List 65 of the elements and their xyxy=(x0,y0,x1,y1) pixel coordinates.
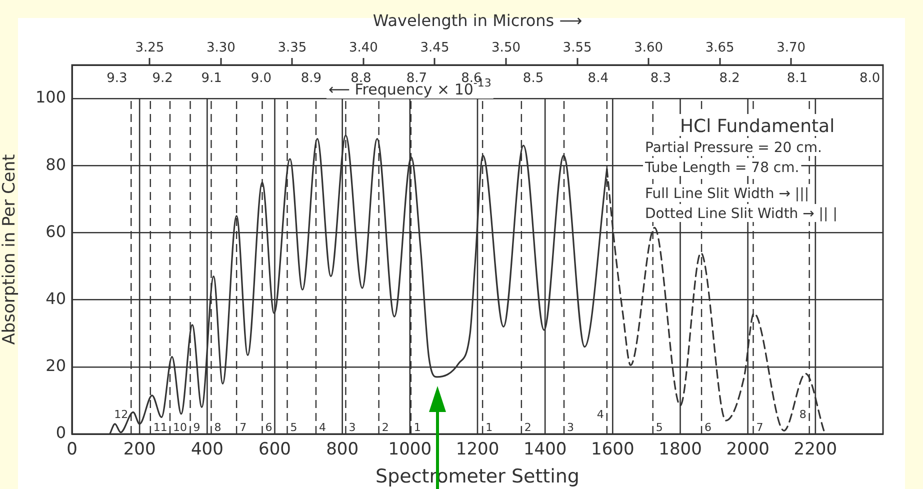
annotation: 3 xyxy=(567,421,574,434)
x2-tick-label: 3.45 xyxy=(420,40,450,56)
x-tick-label: 1400 xyxy=(523,440,567,460)
x-tick-label: 200 xyxy=(123,440,156,460)
y-axis-title: Absorption in Per Cent xyxy=(0,154,20,345)
annotation: 8.4 xyxy=(588,71,608,86)
annotation: 8.9 xyxy=(300,71,322,86)
x2-tick-label: 3.70 xyxy=(776,40,806,56)
annotation: 11 xyxy=(153,421,168,434)
annotation: 9.0 xyxy=(250,71,272,86)
annotation: 9.3 xyxy=(106,71,128,86)
x-tick-label: 1000 xyxy=(388,440,432,460)
annotation: 6 xyxy=(704,421,712,434)
annotation: 8.1 xyxy=(786,71,808,86)
annotation: 8.5 xyxy=(522,71,544,86)
annotation: 7 xyxy=(240,421,247,434)
annotation: 8.3 xyxy=(650,71,671,86)
annotation: Full Line Slit Width → ||| xyxy=(645,186,810,202)
x2-tick-label: 3.35 xyxy=(278,40,307,56)
annotation: 6 xyxy=(265,421,272,434)
annotation: 8.2 xyxy=(719,71,740,86)
x2-tick-label: 3.55 xyxy=(562,40,592,56)
x2-tick-label: 3.65 xyxy=(705,40,734,56)
x-tick-label: 400 xyxy=(190,440,224,460)
annotation: 9.2 xyxy=(152,71,173,86)
annotation: 8.0 xyxy=(859,71,880,86)
x2-tick-label: 3.25 xyxy=(135,40,164,56)
x-tick-label: 1800 xyxy=(658,440,702,460)
y-tick-label: 100 xyxy=(35,88,66,107)
x-tick-label: 2000 xyxy=(726,440,770,460)
annotation: 10 xyxy=(172,421,187,434)
annotation: 4 xyxy=(318,421,326,434)
annotation: Partial Pressure = 20 cm. xyxy=(645,140,822,156)
annotation: Dotted Line Slit Width → || | xyxy=(645,206,838,222)
y-tick-label: 80 xyxy=(46,154,66,174)
annotation: 12 xyxy=(114,408,128,421)
x2-tick-label: 3.60 xyxy=(634,40,664,56)
y-tick-label: 60 xyxy=(46,222,66,241)
y-tick-label: 20 xyxy=(46,356,66,376)
annotation: 5 xyxy=(290,421,298,434)
y-tick-label: 0 xyxy=(56,423,66,442)
annotation: 9 xyxy=(193,421,200,434)
x2-tick-label: 3.50 xyxy=(492,40,520,56)
annotation: 8 xyxy=(214,421,222,434)
annotation: Tube Length = 78 cm. xyxy=(644,160,800,176)
annotation: HCl Fundamental xyxy=(680,116,835,137)
x2-tick-label: 3.40 xyxy=(349,40,378,56)
annotation: 1 xyxy=(414,421,421,434)
annotation: 2 xyxy=(382,421,389,434)
annotation: 8 xyxy=(799,408,806,421)
x-tick-label: 2200 xyxy=(794,440,838,460)
annotation: 3 xyxy=(348,421,356,434)
y-tick-label: 40 xyxy=(46,288,66,308)
annotation: 4 xyxy=(596,408,604,421)
annotation: 1 xyxy=(486,421,493,434)
x-tick-label: 600 xyxy=(258,440,291,460)
x-tick-label: 1600 xyxy=(591,440,634,460)
annotation: 9.1 xyxy=(201,71,222,86)
x2-axis-title: Wavelength in Microns ⟶ xyxy=(372,10,582,30)
x-tick-label: 800 xyxy=(326,440,359,460)
annotation: 2 xyxy=(524,421,532,434)
x2-tick-label: 3.30 xyxy=(206,40,236,56)
annotation: 7 xyxy=(756,421,764,434)
x-tick-label: 1200 xyxy=(456,440,500,460)
annotation: 5 xyxy=(656,421,663,434)
